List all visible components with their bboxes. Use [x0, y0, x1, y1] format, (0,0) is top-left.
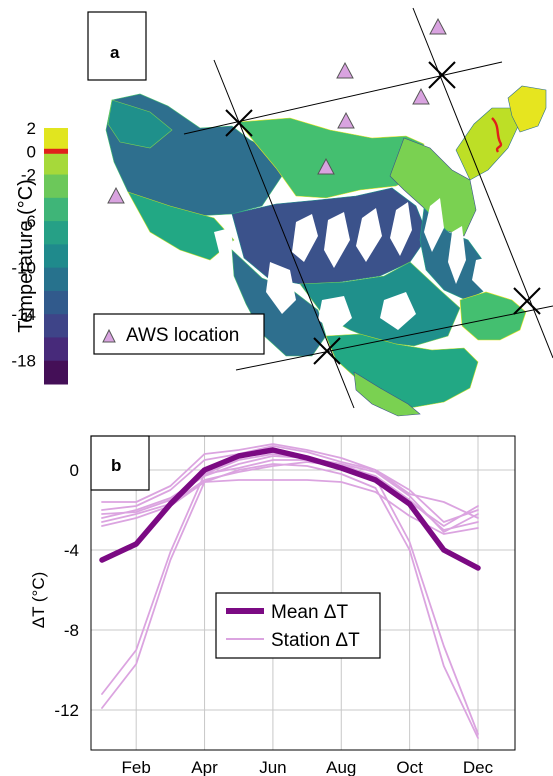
glacier-south-2 [299, 261, 461, 347]
y-tick-label: -12 [54, 701, 79, 720]
plot-area-frame [90, 435, 516, 751]
x-tick-label: Feb [122, 758, 151, 776]
station-dt-line [101, 459, 479, 527]
y-tick-label: 0 [70, 461, 79, 480]
aws-legend: AWS location [93, 313, 265, 355]
chart-series [99, 443, 481, 739]
aws-legend-label: AWS location [126, 325, 239, 346]
station-dt-line [101, 455, 479, 533]
colorbar-tick-label: -6 [21, 212, 36, 231]
glacier-south-3 [325, 333, 479, 409]
colorbar-segment [44, 151, 68, 176]
x-tick-label: Apr [191, 758, 218, 776]
colorbar-segment [44, 360, 68, 385]
y-tick-labels: 0 -4 -8 -12 [54, 461, 79, 720]
x-marker [225, 109, 253, 137]
legend-station-label: Station ΔT [271, 630, 360, 651]
aws-legend-triangle [102, 328, 116, 343]
colorbar-segment [44, 174, 68, 199]
colorbar-tick-label: -2 [21, 166, 36, 185]
aws-marker [337, 111, 355, 129]
colorbar-segment [44, 314, 68, 338]
x-tick-label: Dec [463, 758, 494, 776]
aws-markers [107, 17, 447, 204]
chart-legend: Mean ΔT Station ΔT [215, 592, 381, 659]
colorbar-zero-marker [44, 148, 68, 154]
x-tick-label: Oct [396, 758, 423, 776]
mean-dt-line [99, 447, 481, 571]
colorbar-segment [44, 221, 68, 245]
colorbar-tick-label: -14 [11, 305, 36, 324]
colorbar-segment [44, 290, 68, 315]
y-tick-label: -8 [64, 621, 79, 640]
panel-b-chart: 0 -4 -8 -12 Feb Apr Jun Aug Oct Dec ΔT (°C) b Me… [29, 435, 516, 776]
colorbar-segment [44, 267, 68, 292]
glacier-northeast-tip [507, 85, 547, 133]
x-tick-label: Aug [326, 758, 356, 776]
panel-a-map: a 2 0 -2 -6 -10 -14 -18 Temperature (°C) AWS l… [11, 7, 553, 417]
colorbar-tick-label: 2 [27, 119, 36, 138]
x-marker [313, 337, 341, 365]
panel-a-label: a [110, 43, 120, 62]
x-tick-labels: Feb Apr Jun Aug Oct Dec [122, 758, 494, 776]
x-marker [513, 287, 541, 315]
terminus-line [491, 117, 503, 153]
panel-a-label-box [87, 11, 147, 81]
profile-line-west [213, 59, 355, 409]
colorbar: 2 0 -2 -6 -10 -14 -18 [11, 119, 68, 385]
colorbar-segment [44, 337, 68, 362]
colorbar-tick-label: -18 [11, 352, 36, 371]
aws-marker [336, 61, 354, 79]
panel-b-label-box [90, 435, 150, 491]
glacier-south-lobe [353, 371, 421, 417]
x-tick-label: Jun [259, 758, 286, 776]
profile-line-bottom [235, 305, 553, 371]
x-marker [428, 61, 456, 89]
glacier-southeast [459, 291, 527, 341]
aws-marker [412, 87, 430, 105]
aws-marker [317, 157, 335, 175]
y-tick-label: -4 [64, 541, 79, 560]
station-dt-line [101, 463, 479, 739]
colorbar-tick-label: -10 [11, 259, 36, 278]
station-dt-line [101, 445, 479, 523]
glacier-temperature-map [105, 85, 547, 417]
panel-b-label: b [111, 456, 121, 475]
aws-marker [107, 186, 125, 204]
colorbar-label: Temperature (°C) [15, 179, 37, 333]
colorbar-segment [44, 244, 68, 269]
intersection-markers [225, 61, 541, 365]
colorbar-tick-label: 0 [27, 142, 36, 161]
glacier-west-lobe-tip [107, 99, 173, 149]
nunataks [214, 198, 498, 332]
y-axis-label: ΔT (°C) [29, 572, 48, 629]
glacier-east-trunk [389, 137, 477, 237]
colorbar-segment [44, 197, 68, 222]
aws-marker [429, 17, 447, 35]
legend-mean-label: Mean ΔT [271, 602, 348, 623]
colorbar-segment [44, 128, 68, 152]
glacier-northeast-arm [455, 107, 521, 181]
chart-legend-box [215, 592, 381, 659]
aws-legend-box [93, 313, 265, 355]
